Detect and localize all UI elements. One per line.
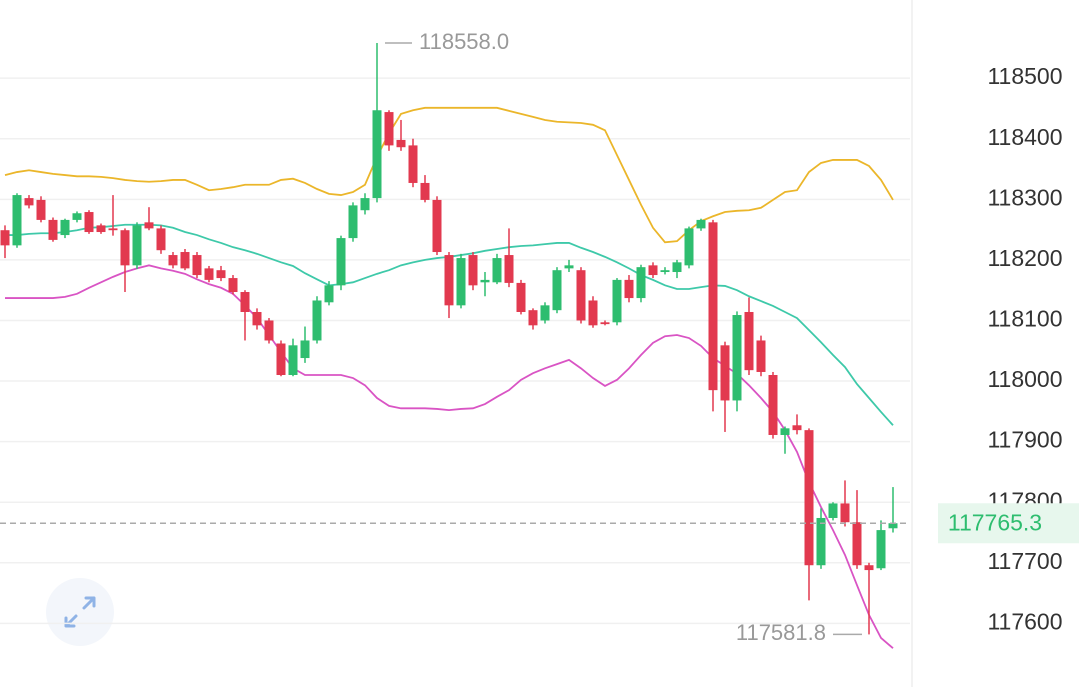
candle-body bbox=[432, 199, 442, 253]
candle-body bbox=[612, 279, 622, 323]
candle-body bbox=[132, 225, 142, 266]
candle-body bbox=[828, 503, 838, 518]
candle-body bbox=[492, 258, 502, 283]
candle-body bbox=[660, 270, 670, 273]
candle-body bbox=[288, 345, 298, 376]
candle-body bbox=[252, 311, 262, 326]
candle-body bbox=[144, 222, 154, 229]
candle-body bbox=[792, 425, 802, 431]
candle-body bbox=[696, 219, 706, 229]
candle-body bbox=[636, 267, 646, 299]
candle-body bbox=[840, 503, 850, 523]
candle-body bbox=[108, 228, 118, 231]
y-tick-label: 118500 bbox=[987, 63, 1062, 89]
candle-body bbox=[480, 279, 490, 283]
candle-body bbox=[624, 279, 634, 299]
candle-body bbox=[720, 345, 730, 401]
candle-body bbox=[564, 265, 574, 269]
candle-body bbox=[48, 219, 58, 240]
y-tick-label: 118100 bbox=[987, 306, 1062, 332]
candle-body bbox=[60, 219, 70, 236]
candle-body bbox=[600, 322, 610, 325]
candle-body bbox=[168, 255, 178, 266]
expand-icon bbox=[64, 596, 96, 628]
candle-body bbox=[648, 265, 658, 276]
candle-body bbox=[348, 205, 358, 239]
candle-body bbox=[192, 255, 202, 276]
candle-body bbox=[384, 112, 394, 146]
candle-body bbox=[852, 522, 862, 566]
candle-body bbox=[420, 182, 430, 200]
candle-body bbox=[444, 255, 454, 306]
candle-body bbox=[684, 228, 694, 266]
candle-body bbox=[228, 278, 238, 293]
candle-body bbox=[864, 565, 874, 571]
candle-body bbox=[708, 222, 718, 391]
y-tick-label: 117900 bbox=[987, 427, 1062, 453]
candle-body bbox=[84, 212, 94, 233]
candle-body bbox=[324, 285, 334, 303]
candle-body bbox=[336, 238, 346, 286]
candle-body bbox=[204, 268, 214, 280]
candle-body bbox=[396, 139, 406, 148]
candle-body bbox=[180, 252, 190, 269]
candle-body bbox=[264, 320, 274, 341]
expand-button-bg bbox=[46, 578, 114, 646]
candle-body bbox=[240, 292, 250, 312]
candle-body bbox=[216, 270, 226, 279]
candle-body bbox=[756, 340, 766, 372]
candle-body bbox=[72, 213, 82, 220]
y-tick-label: 118200 bbox=[987, 245, 1062, 271]
candle-body bbox=[120, 230, 130, 266]
candle-body bbox=[24, 198, 34, 206]
min-label: 117581.8 bbox=[736, 620, 826, 645]
y-tick-label: 117600 bbox=[987, 608, 1062, 634]
candle-body bbox=[780, 428, 790, 435]
candle-body bbox=[156, 228, 166, 251]
y-tick-label: 118000 bbox=[987, 366, 1062, 392]
candle-body bbox=[552, 270, 562, 311]
candle-body bbox=[12, 195, 22, 246]
candle-body bbox=[876, 530, 886, 569]
y-tick-label: 118400 bbox=[987, 124, 1062, 150]
candle-body bbox=[672, 262, 682, 273]
candle-body bbox=[36, 199, 46, 220]
candle-body bbox=[360, 198, 370, 211]
candle-body bbox=[588, 300, 598, 326]
last-price-label: 117765.3 bbox=[948, 509, 1042, 535]
candle-body bbox=[540, 305, 550, 321]
candle-body bbox=[816, 517, 826, 566]
y-tick-label: 117700 bbox=[987, 548, 1062, 574]
candle-body bbox=[504, 255, 514, 283]
candle-body bbox=[804, 430, 814, 566]
last-price-tag bbox=[938, 503, 1079, 544]
candle-body bbox=[96, 225, 106, 233]
candle-body bbox=[888, 523, 898, 529]
candle-body bbox=[468, 255, 478, 286]
candle-body bbox=[528, 310, 538, 326]
candle-body bbox=[576, 270, 586, 321]
candle-body bbox=[0, 230, 10, 246]
candle-body bbox=[744, 311, 754, 371]
candle-body bbox=[732, 315, 742, 401]
candle-body bbox=[408, 145, 418, 183]
max-label: 118558.0 bbox=[419, 29, 509, 54]
y-tick-label: 118300 bbox=[987, 184, 1062, 210]
band-line bbox=[4, 106, 894, 244]
candle-body bbox=[516, 282, 526, 312]
candle-body bbox=[276, 343, 286, 376]
candle-body bbox=[372, 110, 382, 199]
candle-body bbox=[768, 375, 778, 435]
expand-button[interactable] bbox=[46, 578, 114, 646]
candle-body bbox=[312, 300, 322, 341]
candle-body bbox=[456, 258, 466, 306]
band-line bbox=[5, 264, 894, 649]
candle-body bbox=[300, 340, 310, 359]
